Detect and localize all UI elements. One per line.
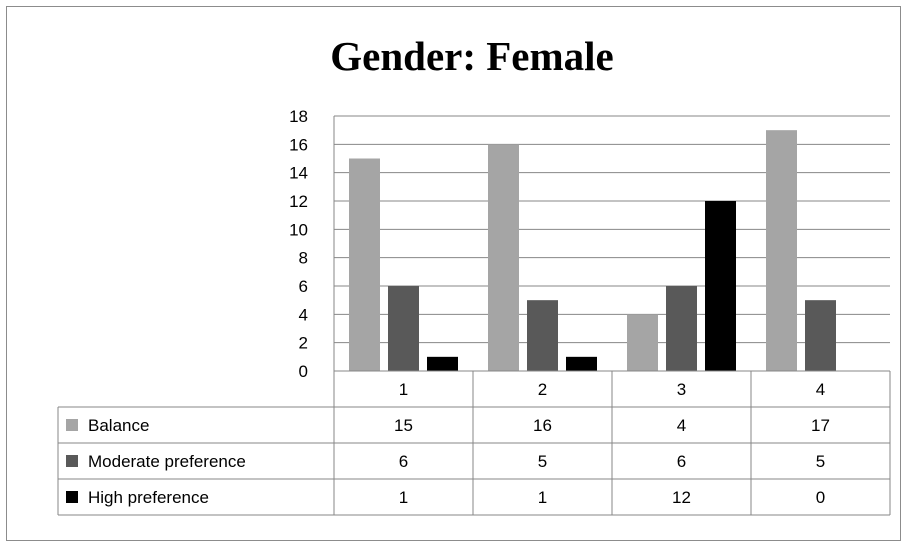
bars: [349, 130, 836, 371]
data-label: 15: [394, 416, 413, 435]
y-axis: 0 2 4 6 8 10 12 14 16 18: [289, 107, 335, 381]
y-tick-label: 6: [299, 277, 308, 296]
y-tick-label: 12: [289, 192, 308, 211]
bar: [427, 356, 458, 371]
bar: [627, 314, 658, 371]
x-category-label: 1: [399, 380, 408, 399]
data-label: 6: [399, 452, 408, 471]
y-tick-label: 16: [289, 135, 308, 154]
data-label: 17: [811, 416, 830, 435]
x-category-label: 4: [816, 380, 825, 399]
x-category-label: 3: [677, 380, 686, 399]
bar: [566, 356, 597, 371]
bar: [666, 286, 697, 371]
y-tick-label: 4: [299, 305, 308, 324]
y-tick-label: 14: [289, 164, 308, 183]
data-label: 1: [538, 488, 547, 507]
bar: [527, 300, 558, 371]
x-category-label: 2: [538, 380, 547, 399]
bar: [488, 144, 519, 371]
data-label: 12: [672, 488, 691, 507]
bar: [805, 300, 836, 371]
chart-frame: [6, 6, 901, 541]
data-label: 5: [538, 452, 547, 471]
data-label: 5: [816, 452, 825, 471]
bar: [349, 158, 380, 371]
bar: [766, 130, 797, 371]
data-label: 6: [677, 452, 686, 471]
legend-label: Moderate preference: [88, 452, 246, 471]
bar: [705, 201, 736, 371]
y-tick-label: 2: [299, 334, 308, 353]
y-tick-label: 10: [289, 220, 308, 239]
y-tick-label: 8: [299, 249, 308, 268]
data-label: 0: [816, 488, 825, 507]
legend-label: Balance: [88, 416, 149, 435]
y-tick-label: 18: [289, 107, 308, 126]
data-label: 4: [677, 416, 686, 435]
y-tick-label: 0: [299, 362, 308, 381]
legend-key: [66, 455, 78, 467]
bar: [388, 286, 419, 371]
legend-key: [66, 419, 78, 431]
legend-key: [66, 491, 78, 503]
data-label: 1: [399, 488, 408, 507]
legend-label: High preference: [88, 488, 209, 507]
data-label: 16: [533, 416, 552, 435]
chart-title: Gender: Female: [330, 33, 613, 79]
